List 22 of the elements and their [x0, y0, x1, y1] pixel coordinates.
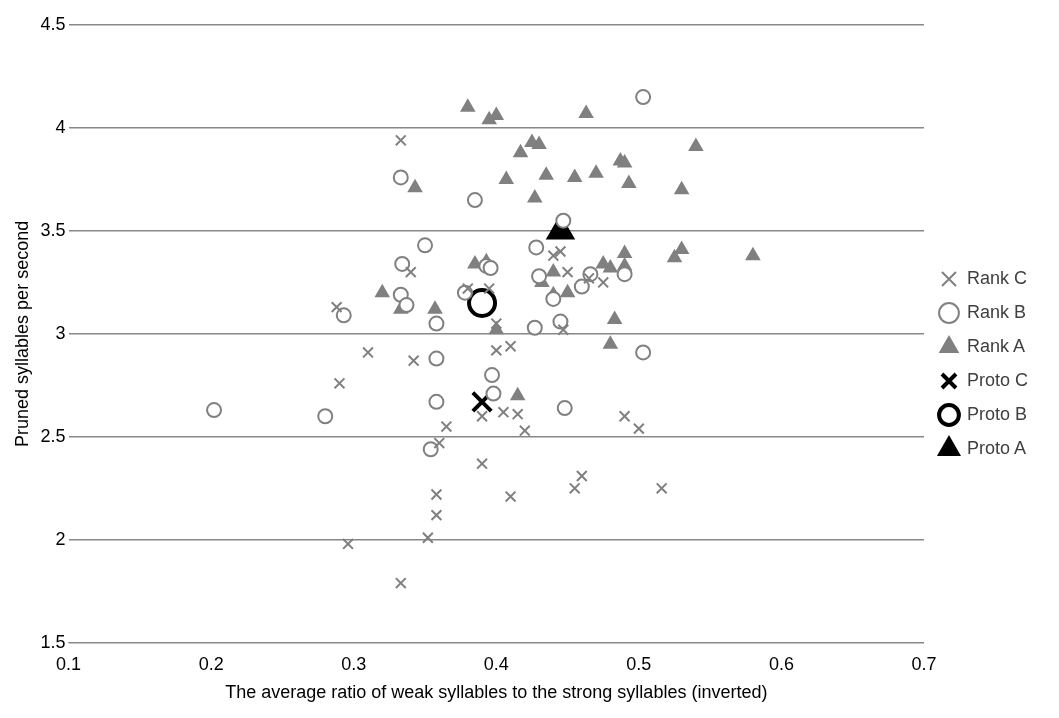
x-tick-label: 0.1 — [56, 653, 82, 674]
y-tick-label: 3 — [55, 322, 66, 343]
legend-label: Rank A — [966, 335, 1026, 356]
y-axis-title: Pruned syllables per second — [11, 220, 32, 447]
x-tick-label: 0.5 — [626, 653, 652, 674]
y-tick-label: 4.5 — [40, 13, 66, 34]
x-tick-label: 0.3 — [341, 653, 367, 674]
y-tick-label: 2.5 — [40, 425, 66, 446]
x-axis-title: The average ratio of weak syllables to the strong syllables (inverted) — [225, 682, 768, 703]
legend-label: Proto C — [966, 369, 1029, 390]
legend-label: Proto A — [966, 437, 1027, 458]
x-tick-label: 0.6 — [768, 653, 794, 674]
x-tick-label: 0.4 — [483, 653, 509, 674]
x-tick-label: 0.2 — [198, 653, 224, 674]
legend-label: Rank B — [966, 301, 1027, 322]
y-tick-label: 1.5 — [40, 631, 66, 652]
x-tick-label: 0.7 — [911, 653, 937, 674]
legend-label: Proto B — [966, 403, 1028, 424]
y-tick-label: 2 — [55, 528, 66, 549]
y-tick-label: 4 — [55, 116, 66, 137]
y-tick-label: 3.5 — [40, 219, 66, 240]
legend-label: Rank C — [966, 267, 1028, 288]
